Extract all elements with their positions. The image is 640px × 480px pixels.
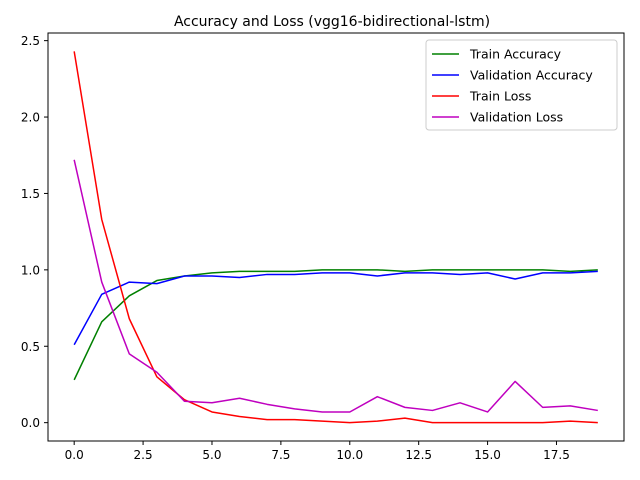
x-tick-label: 2.5 [134, 448, 153, 462]
y-tick-label: 1.5 [21, 187, 40, 201]
chart-title: Accuracy and Loss (vgg16-bidirectional-l… [174, 14, 490, 30]
x-tick-label: 12.5 [405, 448, 432, 462]
series-line-validation-accuracy [73, 270, 598, 346]
series-line-train-loss [73, 51, 598, 424]
legend-label-validation-loss: Validation Loss [470, 110, 563, 125]
x-axis: 0.0 2.5 5.0 7.5 10.0 12.5 15.0 17.5 [65, 441, 570, 462]
y-tick-label: 2.0 [21, 111, 40, 125]
series-line-validation-loss [73, 159, 598, 413]
series-lines [73, 51, 598, 424]
x-tick-label: 5.0 [202, 448, 221, 462]
plot-area [47, 32, 625, 442]
legend-box [425, 39, 618, 131]
x-tick-label: 15.0 [474, 448, 501, 462]
axes-frame [47, 32, 625, 442]
legend-label-validation-accuracy: Validation Accuracy [470, 68, 593, 83]
y-tick-label: 1.0 [21, 263, 40, 277]
legend-label-train-accuracy: Train Accuracy [469, 47, 562, 62]
x-tick-label: 17.5 [543, 448, 570, 462]
y-tick-label: 2.5 [21, 34, 40, 48]
x-tick-label: 10.0 [336, 448, 363, 462]
y-tick-label: 0.5 [21, 340, 40, 354]
x-tick-label: 0.0 [65, 448, 84, 462]
x-tick-label: 7.5 [271, 448, 290, 462]
y-tick-label: 0.0 [21, 416, 40, 430]
y-axis: 0.0 0.5 1.0 1.5 2.0 2.5 [21, 34, 48, 430]
series-line-train-accuracy [73, 269, 598, 381]
legend-label-train-loss: Train Loss [469, 89, 531, 104]
legend: Train Accuracy Validation Accuracy Train L… [425, 39, 618, 131]
